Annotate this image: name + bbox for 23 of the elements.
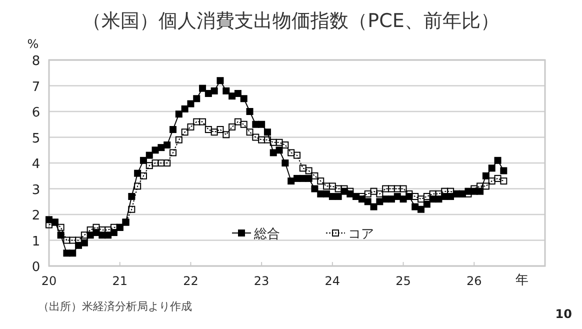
text: （出所）米経済分析局より作成 <box>38 300 192 313</box>
x-axis-title: 年 <box>516 273 528 288</box>
x-tick-label: 24 <box>324 274 340 288</box>
x-tick-label: 23 <box>254 274 270 288</box>
y-tick-label: 0 <box>32 260 40 275</box>
text: 10 <box>555 307 572 321</box>
y-tick-label: 1 <box>32 234 40 250</box>
y-tick-label: 5 <box>32 131 40 146</box>
x-tick-label: 25 <box>396 274 411 288</box>
y-tick-label: 2 <box>32 208 40 224</box>
x-tick-label: 21 <box>112 274 128 288</box>
x-tick-label: 20 <box>41 274 57 288</box>
x-tick-label: 22 <box>183 274 198 288</box>
y-tick-label: 8 <box>32 54 40 69</box>
y-tick-label: 6 <box>32 106 40 120</box>
y-tick-label: 4 <box>32 157 40 172</box>
legend-label: 総合 <box>253 227 280 242</box>
y-tick-label: 7 <box>32 80 40 95</box>
y-axis-title: % <box>27 37 39 51</box>
y-tick-label: 3 <box>32 182 40 198</box>
legend-label: コア <box>348 227 374 242</box>
chart-title: （米国）個人消費支出物価指数（PCE、前年比） <box>82 10 500 32</box>
x-tick-label: 26 <box>466 274 482 288</box>
